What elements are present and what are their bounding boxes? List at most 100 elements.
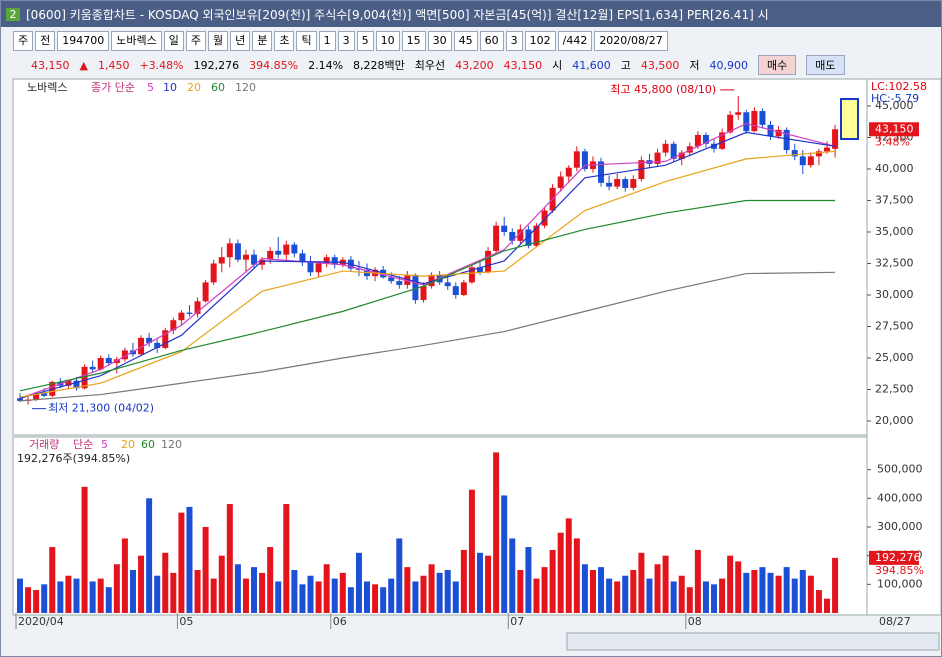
volume-bar (186, 506, 193, 613)
volume-ma-legend: 60 (141, 438, 155, 451)
candle-body (598, 161, 605, 183)
volume-bar (460, 549, 467, 613)
volume-bar (25, 587, 32, 613)
volume-title: 거래량 (29, 438, 59, 451)
volume-bar (49, 547, 56, 613)
candle-body (630, 179, 637, 188)
candle-body (412, 274, 419, 301)
volume-bar (654, 564, 661, 613)
volume-bar (339, 572, 346, 613)
toolbar-button[interactable]: 일 (163, 31, 184, 51)
toolbar-button[interactable]: 30 (427, 31, 452, 51)
toolbar-button[interactable]: 분 (252, 31, 273, 51)
volume-caption: 192,276주(394.85%) (17, 452, 130, 465)
volume-bar (799, 569, 806, 613)
volume-bar (468, 489, 475, 613)
toolbar-button[interactable]: 15 (401, 31, 426, 51)
volume-bar (711, 584, 718, 613)
volume-bar (485, 555, 492, 613)
volume-bar (727, 555, 734, 613)
candle-body (299, 253, 306, 263)
candle-body (815, 151, 822, 157)
toolbar-button[interactable]: 2020/08/27 (594, 31, 668, 51)
candle-body (678, 152, 685, 159)
volume-bar (541, 567, 548, 613)
volume-bar (719, 578, 726, 613)
ma-legend: 20 (187, 81, 201, 94)
toolbar-button[interactable]: 102 (524, 31, 556, 51)
candle-body (654, 152, 661, 164)
toolbar-button[interactable]: 5 (356, 31, 374, 51)
volume-bar (573, 538, 580, 613)
candle-body (541, 210, 548, 226)
toolbar-button[interactable]: 45 (453, 31, 478, 51)
toolbar-button[interactable]: /442 (557, 31, 593, 51)
y-tick-label: 40,000 (875, 162, 914, 175)
candle-body (267, 250, 274, 260)
volume-bar (630, 569, 637, 613)
candle-body (226, 243, 233, 258)
toolbar-button[interactable]: 년 (230, 31, 251, 51)
toolbar-button[interactable]: 1 (318, 31, 336, 51)
toolbar-button[interactable]: 노바렉스 (111, 31, 162, 51)
volume-ma-legend: 5 (101, 438, 108, 451)
candle-body (452, 286, 459, 295)
volume-bar (41, 584, 48, 613)
candle-body (73, 380, 80, 389)
volume-bar (267, 547, 274, 613)
toolbar-button[interactable]: 194700 (57, 31, 110, 51)
order-button[interactable]: 매수 (758, 55, 797, 75)
quote-text: 40,900 (709, 58, 749, 72)
candle-body (162, 330, 169, 348)
volume-bar (759, 567, 766, 613)
quote-text: 43,150 (503, 58, 543, 72)
candle-body (711, 143, 718, 149)
candle-body (323, 257, 330, 264)
volume-bar (307, 575, 314, 613)
ma-line (19, 122, 836, 399)
volume-bar (194, 569, 201, 613)
candle-body (242, 254, 249, 260)
volume-bar (767, 572, 774, 613)
volume-bar (251, 567, 258, 613)
volume-bar (775, 575, 782, 613)
volume-bar (735, 561, 742, 613)
candle-body (33, 393, 40, 400)
toolbar-button[interactable]: 60 (479, 31, 504, 51)
order-button[interactable]: 매도 (806, 55, 845, 75)
quote-text: 192,276 (193, 58, 240, 72)
volume-bar (364, 581, 371, 613)
toolbar-button[interactable]: 월 (207, 31, 229, 51)
y2-tick-label: 100,000 (877, 577, 923, 590)
candle-body (460, 282, 467, 295)
toolbar-button[interactable]: 주 (185, 31, 206, 51)
candle-body (283, 244, 290, 255)
toolbar-button[interactable]: 틱 (296, 31, 317, 51)
toolbar-button[interactable]: 3 (505, 31, 523, 51)
candle-body (501, 225, 508, 232)
toolbar-button[interactable]: 3 (337, 31, 355, 51)
candle-body (396, 281, 403, 285)
volume-ratio-label: 394.85% (875, 564, 924, 577)
y-tick-label: 25,000 (875, 351, 914, 364)
toolbar-button[interactable]: 초 (274, 31, 295, 51)
toolbar-button[interactable]: 10 (375, 31, 400, 51)
volume-ma-legend: 20 (121, 438, 135, 451)
volume-bar (815, 590, 822, 613)
candle-body (17, 398, 23, 401)
volume-bar (347, 587, 354, 613)
volume-bar (791, 578, 798, 613)
quote-text: 2.14% (308, 58, 344, 72)
toolbar-button[interactable]: 주 (13, 31, 34, 51)
volume-bar (299, 584, 306, 613)
candle-body (670, 143, 677, 159)
volume-bar (404, 567, 411, 613)
toolbar-button[interactable]: 전 (35, 31, 56, 51)
ma-line (19, 150, 836, 398)
x-tick-label: 2020/04 (18, 615, 64, 628)
last-volume-box (869, 550, 919, 565)
range-box (840, 98, 859, 140)
volume-bar (355, 552, 362, 613)
volume-bar (598, 567, 605, 613)
